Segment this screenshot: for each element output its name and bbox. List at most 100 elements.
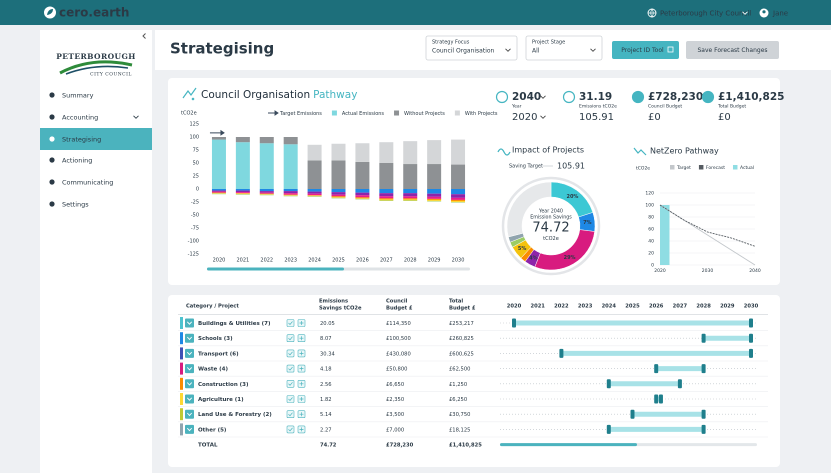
timeline-bar[interactable] <box>703 335 751 341</box>
bar-segment <box>427 140 442 165</box>
kpi-value: £728,230 <box>648 91 703 103</box>
timeline-handle[interactable] <box>701 333 706 343</box>
legend-label: Target Emissions <box>279 111 322 117</box>
timeline-handle[interactable] <box>606 379 611 389</box>
timeline-handle[interactable] <box>749 318 753 328</box>
timeline-bar[interactable] <box>608 381 680 387</box>
kpi-icon <box>701 90 715 104</box>
dropdown-value[interactable]: Council Organisation <box>432 48 495 55</box>
total-budget: £6,250 <box>449 397 467 403</box>
timeline-bar[interactable] <box>632 411 704 417</box>
timeline-bar[interactable] <box>656 366 704 372</box>
button[interactable] <box>686 41 779 59</box>
reduction-segment <box>283 193 298 195</box>
legend-symbol <box>268 110 279 116</box>
reduction-segment <box>427 193 442 197</box>
check-button[interactable] <box>286 425 295 434</box>
timeline-handle[interactable] <box>677 379 682 389</box>
dropdown[interactable] <box>425 35 518 61</box>
button-label[interactable]: Save Forecast Changes <box>697 47 767 54</box>
collapse-icon[interactable] <box>142 33 146 39</box>
reduction-segment <box>355 189 370 193</box>
reduction-segment <box>235 193 250 195</box>
check-icon <box>288 427 293 432</box>
check-button[interactable] <box>286 364 295 373</box>
savings: 2.56 <box>320 382 332 388</box>
total-budget: £260,825 <box>449 336 474 342</box>
column-header: Category / Project <box>186 304 239 310</box>
expand-button[interactable] <box>185 409 194 419</box>
savings: 2.27 <box>320 427 332 433</box>
savings: 30.34 <box>320 351 336 357</box>
x-tick-label: 2024 <box>308 258 321 264</box>
check-button[interactable] <box>286 410 295 419</box>
check-button[interactable] <box>286 334 295 343</box>
timeline-handle[interactable] <box>606 424 611 434</box>
timeline-handle[interactable] <box>658 394 663 404</box>
category-name: Other (5) <box>198 427 227 433</box>
user-name[interactable]: Jane <box>772 10 788 18</box>
chart-title: Council Organisation Pathway <box>201 89 357 101</box>
expand-button[interactable] <box>185 348 194 358</box>
category-color <box>180 317 183 329</box>
check-button[interactable] <box>286 349 295 358</box>
nav-item[interactable]: Actioning <box>62 157 92 165</box>
council-budget: £2,350 <box>386 397 404 403</box>
timeline-handle[interactable] <box>701 424 706 434</box>
timeline-handle[interactable] <box>654 364 659 374</box>
timeline-handle[interactable] <box>749 333 753 343</box>
kpi-sub[interactable]: 2020 <box>512 112 537 123</box>
timeline-handle[interactable] <box>701 364 706 374</box>
nav-item[interactable]: Communicating <box>62 179 113 187</box>
check-button[interactable] <box>286 395 295 403</box>
y-tick-label: 100 <box>645 203 654 209</box>
check-button[interactable] <box>286 379 295 388</box>
line <box>659 204 756 247</box>
timeline-handle[interactable] <box>630 409 635 419</box>
category-color <box>180 347 183 360</box>
expand-button[interactable] <box>185 394 194 404</box>
timeline-bar[interactable] <box>514 320 751 326</box>
page-title: Strategising <box>170 40 274 58</box>
bar-segment <box>379 142 394 163</box>
bar-segment <box>427 164 442 189</box>
button[interactable] <box>612 41 679 59</box>
donut-center-label: Year 2040 <box>538 209 563 215</box>
nav-item[interactable]: Summary <box>62 92 94 100</box>
kpi-value[interactable]: 2040 <box>512 91 541 103</box>
timeline-handle[interactable] <box>701 409 706 419</box>
check-button[interactable] <box>286 319 295 327</box>
nav-item[interactable]: Strategising <box>62 136 101 144</box>
legend-label: Actual Emissions <box>342 111 384 117</box>
year-header: 2022 <box>554 304 569 310</box>
council-name[interactable]: Peterborough City Council <box>660 10 751 18</box>
kpi-label: Total Budget <box>717 104 746 110</box>
expand-button[interactable] <box>185 318 194 328</box>
expand-button[interactable] <box>185 424 194 434</box>
timeline-handle[interactable] <box>654 394 659 404</box>
nav-item[interactable]: Accounting <box>62 114 98 122</box>
expand-button[interactable] <box>185 333 194 343</box>
timeline-handle[interactable] <box>559 348 564 358</box>
reduction-segment <box>259 194 274 196</box>
dropdown-value[interactable]: All <box>532 48 540 55</box>
category-color <box>180 423 183 436</box>
timeline-handle[interactable] <box>749 348 753 358</box>
scroll-thumb[interactable] <box>207 267 344 271</box>
reduction-segment <box>259 191 274 193</box>
expand-button[interactable] <box>185 364 194 374</box>
dropdown[interactable] <box>525 35 603 61</box>
legend-label: Forecast <box>706 165 725 171</box>
area <box>660 205 670 265</box>
bar-segment <box>211 139 226 189</box>
reduction-segment <box>379 198 394 200</box>
timeline-bar[interactable] <box>561 350 751 356</box>
timeline-handle[interactable] <box>512 318 516 328</box>
expand-button[interactable] <box>185 379 194 389</box>
category-color <box>180 362 183 375</box>
button-label[interactable]: Project ID Tool <box>621 47 664 54</box>
timeline-bar[interactable] <box>608 426 704 432</box>
reduction-segment <box>427 189 442 194</box>
nav-item[interactable]: Settings <box>62 201 89 209</box>
